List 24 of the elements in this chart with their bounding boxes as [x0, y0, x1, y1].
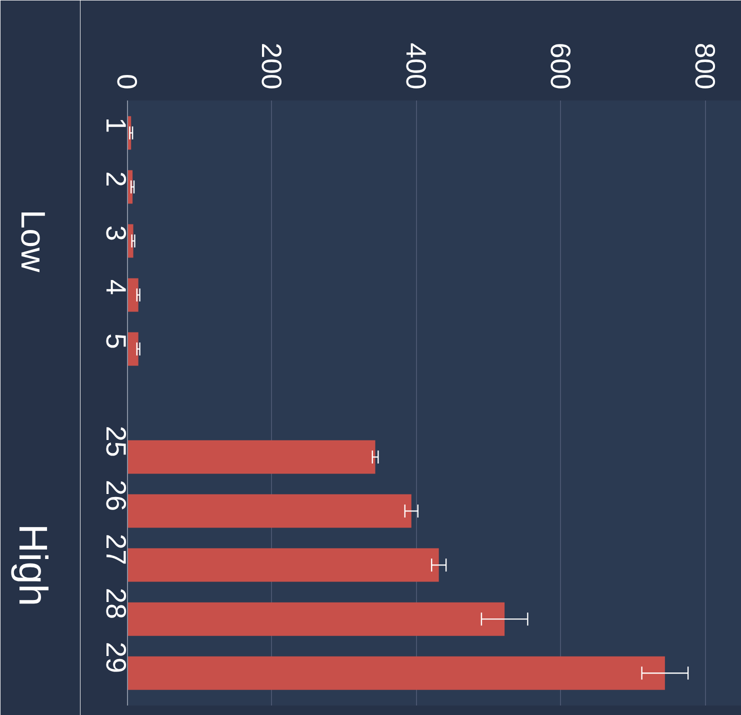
x-tick-label: 600: [544, 42, 576, 90]
y-tick-label: 4: [100, 279, 132, 295]
y-tick-label: 5: [100, 333, 132, 349]
x-tick-label: 400: [400, 42, 432, 90]
bar: [128, 602, 505, 636]
y-tick-label: 28: [100, 588, 132, 620]
bar: [128, 440, 376, 474]
y-tick-label: 27: [100, 534, 132, 566]
text: Low: [14, 210, 52, 273]
x-tick-label: 0: [112, 74, 142, 90]
y-tick-label: 1: [100, 117, 132, 133]
text: High: [10, 524, 54, 606]
y-tick-label: 2: [100, 171, 132, 187]
x-tick-label: 200: [256, 42, 287, 90]
y-tick-label: 26: [100, 480, 132, 512]
y-tick-label: 29: [100, 642, 132, 674]
y-tick-label: 25: [100, 426, 132, 458]
bar: [128, 656, 665, 690]
bar: [128, 332, 138, 366]
y-tick-label: 3: [100, 225, 132, 241]
bar: [128, 494, 412, 528]
bar: [128, 278, 138, 312]
x-tick-label: 800: [689, 42, 720, 90]
bar: [128, 548, 439, 582]
